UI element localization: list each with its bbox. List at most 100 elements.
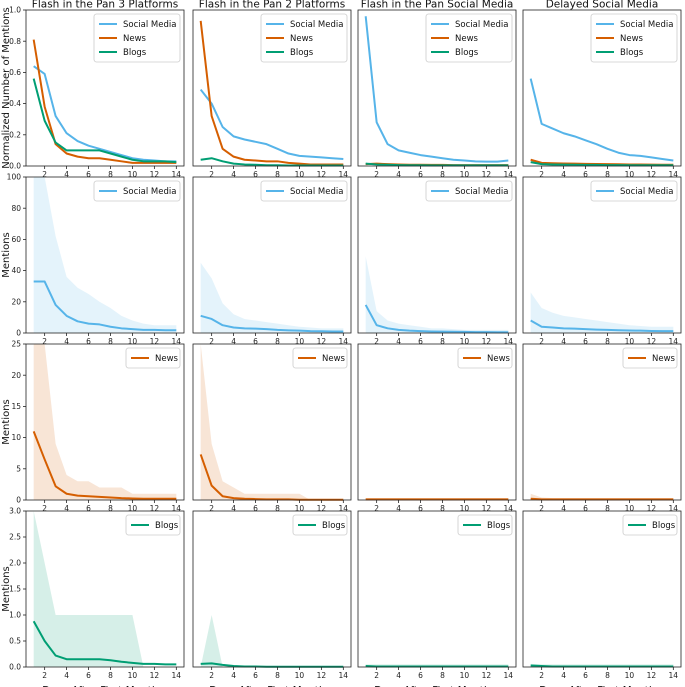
x-tick-label: 2 [374,337,379,346]
plot-area [523,177,681,333]
x-tick-label: 2 [42,504,47,513]
y-tick-label: 0 [16,329,21,338]
x-tick-label: 10 [625,671,635,680]
x-tick-label: 2 [539,170,544,179]
x-tick-label: 8 [440,671,445,680]
x-tick-label: 6 [253,504,258,513]
x-tick-label: 2 [42,671,47,680]
subplot-r2-c3: 2 4 6 8 10 12 14 Social Media [357,176,517,346]
x-tick-label: 4 [396,671,401,680]
x-tick-label: 6 [253,170,258,179]
x-tick-label: 12 [482,504,492,513]
x-tick-label: 12 [647,504,657,513]
subplot-r1-c1: 2 4 6 8 10 12 14 0.0 0.2 0.4 0.6 0.8 1.0 Flash in the… [1,0,185,179]
confidence-band-social-media [33,177,177,333]
legend: News [457,347,513,369]
legend-label: Social Media [123,187,176,197]
subplot-title: Flash in the Pan 2 Platforms [199,0,345,11]
x-tick-label: 12 [150,337,160,346]
legend-box [93,180,181,202]
plot-area [358,177,516,333]
y-axis-label: Mentions [1,399,12,444]
legend: News [292,347,348,369]
y-tick-label: 0 [16,496,21,505]
series-line-news [199,20,344,166]
x-tick-label: 2 [539,671,544,680]
subplot-r1-c2: 2 4 6 8 10 12 14 Flash in the Pan 2 Platforms So… [192,0,352,179]
x-tick-label: 10 [625,170,635,179]
x-tick-label: 6 [253,671,258,680]
x-tick-label: 14 [669,337,679,346]
series-line-blogs [32,620,177,666]
x-tick-label: 8 [440,170,445,179]
legend-label: Social Media [290,187,343,197]
subplot-r4-c1: 2 4 6 8 10 12 14 0.0 0.5 1.0 1.5 2.0 2.5 3.0 Mentions D… [1,507,185,687]
legend-label: Social Media [123,20,176,30]
legend-label: News [455,34,479,44]
subplot-r3-c2: 2 4 6 8 10 12 14 News [192,343,352,513]
legend-box [260,13,348,63]
x-tick-label: 14 [172,170,182,179]
subplot-r3-c1: 2 4 6 8 10 12 14 0 5 10 15 20 25 Mentions News [1,340,185,513]
axes-frame [522,176,682,334]
x-tick-label: 8 [108,337,113,346]
x-tick-label: 2 [539,504,544,513]
legend-label: Social Media [290,20,343,30]
x-tick-label: 12 [317,170,327,179]
x-tick-label: 6 [418,337,423,346]
legend-label: News [487,354,511,364]
axes-frame [357,9,517,167]
legend-box [125,514,181,536]
series-line-social-media [199,88,344,160]
series-line-social-media [200,314,344,333]
legend-box [622,347,678,369]
legend-box [292,347,348,369]
plot-area [26,344,184,500]
y-tick-label: 15 [11,402,21,411]
plot-area [26,177,184,333]
legend-label: Blogs [455,48,479,58]
x-tick-label: 4 [64,504,69,513]
legend: Social Media News Blogs [260,13,348,63]
x-tick-label: 4 [396,170,401,179]
legend-label: News [123,34,147,44]
x-tick-label: 14 [504,170,514,179]
series-line-social-media [530,319,674,333]
axes-frame [357,176,517,334]
series-line-blogs [530,664,674,668]
x-tick-label: 14 [669,671,679,680]
x-axis-label: Days After First Mention [42,685,168,687]
series-line-news [32,430,177,500]
series-line-news [530,497,674,501]
subplot-r2-c2: 2 4 6 8 10 12 14 Social Media [192,176,352,346]
x-tick-label: 12 [150,504,160,513]
x-tick-label: 8 [605,671,610,680]
plot-area [358,344,516,500]
legend-box [457,347,513,369]
x-tick-label: 6 [418,671,423,680]
legend: Social Media [590,180,678,202]
confidence-band-social-media [530,292,674,333]
plot-area [358,511,516,667]
x-tick-label: 14 [504,504,514,513]
legend-box [622,514,678,536]
confidence-band-social-media [200,262,344,333]
y-axis-label: Mentions [1,566,12,611]
series-line-blogs [365,664,509,668]
legend: Social Media News Blogs [590,13,678,63]
confidence-band-blogs [33,511,177,667]
y-tick-label: 10 [11,433,21,442]
x-tick-label: 2 [374,170,379,179]
y-tick-label: 20 [11,371,21,380]
axes-frame [192,176,352,334]
legend-box [93,13,181,63]
series-line-blogs [530,161,674,167]
legend-box [292,514,348,536]
x-tick-label: 14 [504,337,514,346]
series-line-blogs [365,162,509,167]
x-tick-label: 10 [128,504,138,513]
legend-label: News [620,34,644,44]
x-axis-label: Days After First Mention [539,685,665,687]
y-axis-label: Mentions [1,232,12,277]
x-tick-label: 8 [605,504,610,513]
